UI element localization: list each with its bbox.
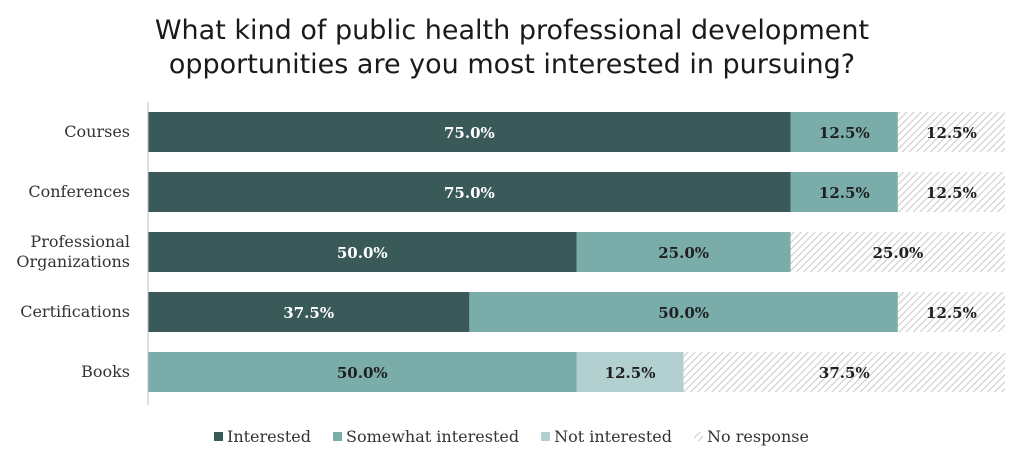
category-label-line: Certifications	[20, 302, 130, 321]
category-label: Professional Organizations	[16, 232, 130, 271]
data-label: 75.0%	[444, 184, 495, 202]
data-label: 37.5%	[283, 304, 334, 322]
bar-segment	[576, 232, 791, 272]
legend-label: Somewhat interested	[346, 427, 519, 446]
data-label: 50.0%	[337, 244, 388, 262]
category-label: Books	[81, 362, 130, 381]
data-label: 12.5%	[819, 124, 870, 142]
bar-segment	[790, 172, 898, 212]
legend-swatch	[333, 432, 342, 441]
data-label: 12.5%	[926, 184, 977, 202]
chart-title-line-2: opportunities are you most interested in…	[168, 49, 856, 80]
data-label: 12.5%	[819, 184, 870, 202]
bar-segment	[790, 232, 1005, 272]
chart-title: What kind of public health professional …	[0, 14, 1024, 82]
category-label: Certifications	[20, 302, 130, 321]
category-label-line: Books	[81, 362, 130, 381]
bar-segment	[790, 112, 898, 152]
category-label-line: Professional	[30, 232, 130, 251]
bar-segment	[148, 352, 577, 392]
bar-segment	[469, 292, 898, 332]
legend-swatch	[541, 432, 551, 441]
data-label: 12.5%	[605, 364, 656, 382]
bar-segment	[148, 292, 470, 332]
chart-title-line-1: What kind of public health professional …	[154, 15, 870, 46]
data-label: 37.5%	[819, 364, 870, 382]
bar-segment	[897, 112, 1005, 152]
bar-segment	[897, 292, 1005, 332]
data-label: 25.0%	[872, 244, 923, 262]
legend-swatch	[214, 432, 223, 441]
category-label: Conferences	[28, 182, 130, 201]
category-label: Courses	[64, 122, 130, 141]
legend-label: No response	[707, 427, 809, 446]
bar-segment	[576, 352, 684, 392]
category-label-line: Organizations	[16, 252, 130, 271]
data-label: 25.0%	[658, 244, 709, 262]
category-label-line: Courses	[64, 122, 130, 141]
bar-segment	[148, 172, 791, 212]
legend-label: Not interested	[554, 427, 672, 446]
bar-segment	[897, 172, 1005, 212]
data-label: 50.0%	[658, 304, 709, 322]
data-label: 75.0%	[444, 124, 495, 142]
bar-segment	[148, 232, 577, 272]
legend-swatch	[694, 432, 704, 441]
category-label-line: Conferences	[28, 182, 130, 201]
bar-segment	[683, 352, 1005, 392]
data-label: 12.5%	[926, 124, 977, 142]
bar-segment	[148, 112, 791, 152]
data-label: 12.5%	[926, 304, 977, 322]
data-label: 50.0%	[337, 364, 388, 382]
legend-label: Interested	[227, 427, 311, 446]
